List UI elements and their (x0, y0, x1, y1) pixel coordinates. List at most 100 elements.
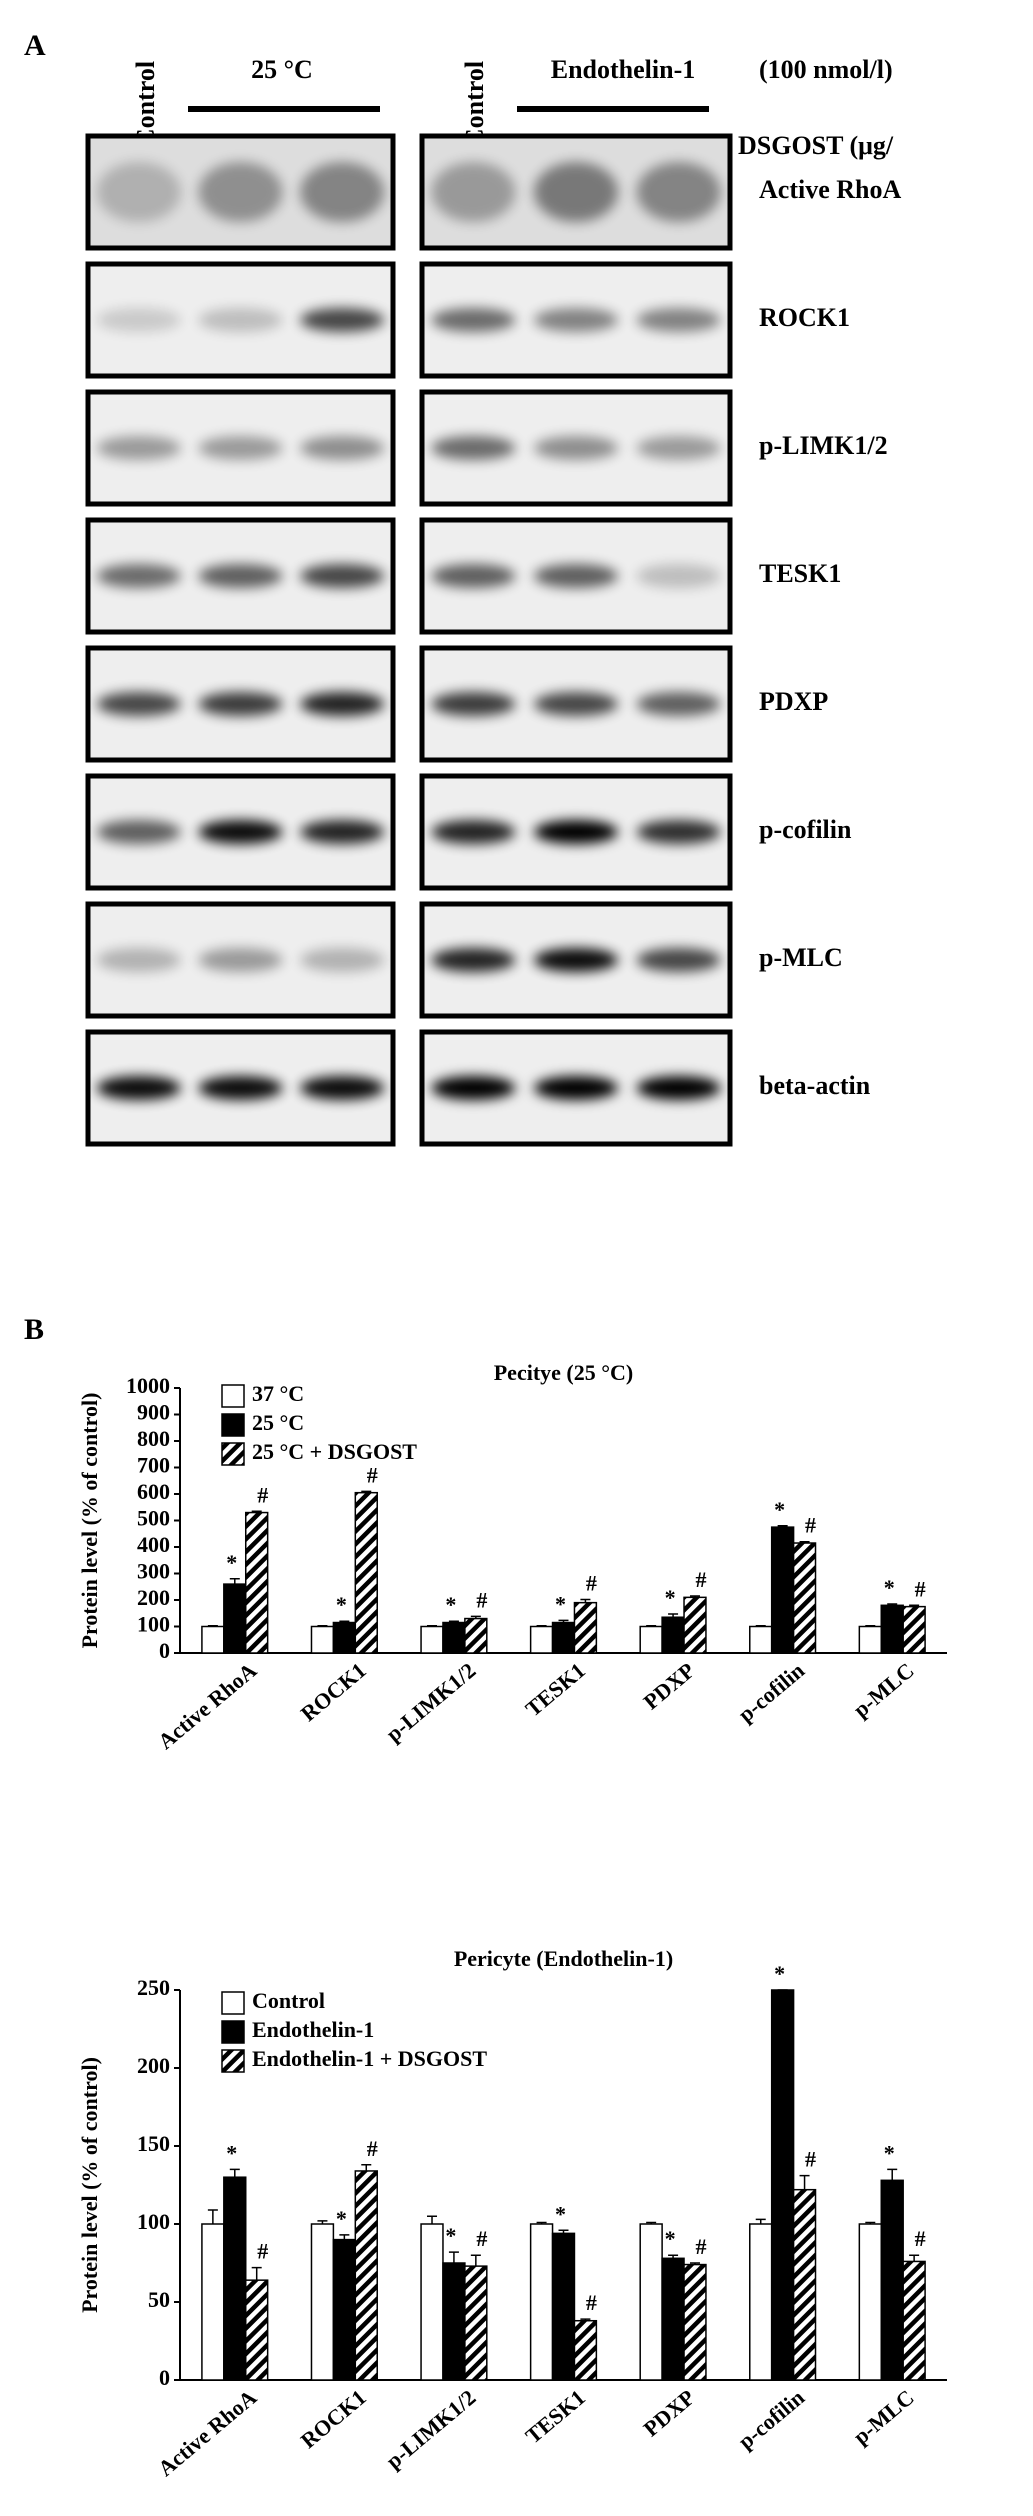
legend-label: 25 °C (252, 1410, 304, 1435)
x-tick-label: p-LIMK1/2 (381, 1658, 480, 1747)
error-bar (887, 1603, 898, 1606)
error-bar (865, 2221, 876, 2224)
blot-band (636, 1076, 721, 1100)
x-tick-label: p-cofilin (733, 1658, 809, 1727)
significance-marker: # (476, 1587, 487, 1612)
blot-band (300, 564, 385, 588)
blot-band (636, 162, 721, 222)
significance-marker: * (774, 1961, 785, 1986)
bar (749, 1625, 773, 1654)
significance-marker: * (665, 2226, 676, 2251)
significance-marker: # (805, 1513, 816, 1538)
blot-band (300, 692, 385, 716)
blot-band (300, 948, 385, 972)
y-tick-label: 1000 (126, 1373, 170, 1398)
significance-marker: # (476, 2226, 487, 2251)
y-tick-label: 600 (137, 1479, 170, 1504)
x-tick-label: p-LIMK1/2 (381, 2385, 480, 2474)
y-tick-label: 400 (137, 1532, 170, 1557)
significance-marker: # (805, 2147, 816, 2172)
error-bar (799, 2174, 810, 2190)
significance-marker: * (226, 1550, 237, 1575)
blot-band (300, 1076, 385, 1100)
row-label: beta-actin (759, 1071, 871, 1100)
error-bar (668, 2254, 679, 2259)
x-tick-label: p-MLC (848, 1658, 918, 1723)
y-tick-label: 800 (137, 1426, 170, 1451)
blot-band (534, 820, 618, 844)
significance-marker: # (915, 2226, 926, 2251)
y-tick-label: 300 (137, 1559, 170, 1584)
bar (551, 2232, 576, 2381)
error-bar (558, 2229, 569, 2234)
blot-band (636, 564, 721, 588)
blot-band (96, 820, 181, 844)
error-bar (909, 1604, 920, 1607)
error-bar (580, 2318, 591, 2321)
blot-band (198, 948, 283, 972)
blot-band (636, 948, 721, 972)
bar (464, 1617, 488, 1654)
x-tick-label: ROCK1 (296, 1658, 371, 1727)
error-bar (317, 2220, 328, 2224)
bar (661, 1616, 685, 1654)
error-bar (470, 2254, 481, 2267)
significance-marker: * (884, 2140, 895, 2165)
bar (573, 2319, 598, 2381)
bar (464, 2265, 488, 2381)
group-label: 25 °C (251, 55, 313, 84)
error-bar (251, 1510, 262, 1513)
error-bar (755, 2218, 766, 2224)
row-label: Active RhoA (759, 175, 901, 204)
legend-swatch (221, 1413, 245, 1437)
blot-band (431, 308, 516, 332)
row-label: PDXP (759, 687, 828, 716)
bar (858, 1625, 883, 1654)
significance-marker: # (695, 1567, 706, 1592)
bar (244, 2279, 269, 2381)
x-tick-label: PDXP (639, 1658, 700, 1715)
legend-label: Control (252, 1988, 325, 2013)
chart-title: Pericyte (Endothelin-1) (454, 1946, 673, 1971)
error-bar (251, 2266, 262, 2281)
significance-marker: # (586, 1571, 597, 1596)
blot-band (534, 1076, 618, 1100)
blot-band (431, 1076, 516, 1100)
significance-marker: * (336, 1592, 347, 1617)
x-tick-label: Active RhoA (153, 1657, 261, 1754)
x-tick-label: TESK1 (520, 1658, 589, 1722)
group-label: Endothelin-1 (551, 55, 696, 84)
y-axis-label: Protein level (% of control) (77, 1393, 102, 1649)
bar (792, 1542, 817, 1654)
bar (442, 1621, 466, 1654)
y-tick-label: 150 (137, 2131, 170, 2156)
blot-band (198, 162, 283, 222)
error-bar (448, 2251, 459, 2263)
bar (858, 2223, 883, 2381)
row-label: p-LIMK1/2 (759, 431, 888, 460)
bar (639, 2223, 663, 2381)
blot-band (534, 564, 618, 588)
row-label: TESK1 (759, 559, 841, 588)
error-bar (909, 2254, 920, 2262)
error-bar (229, 1578, 240, 1585)
blot-band (534, 692, 618, 716)
significance-marker: # (695, 2234, 706, 2259)
bar (749, 2223, 773, 2381)
y-tick-label: 700 (137, 1453, 170, 1478)
error-bar (470, 1615, 481, 1619)
blot-band (534, 948, 618, 972)
y-axis-label: Protein level (% of control) (77, 2057, 102, 2313)
error-bar (361, 1490, 372, 1493)
blot-band (636, 820, 721, 844)
bar (332, 1621, 357, 1654)
bar (551, 1621, 576, 1654)
error-bar (755, 1624, 766, 1627)
blot-band (636, 692, 721, 716)
error-bar (558, 1619, 569, 1623)
blot-band (96, 308, 181, 332)
error-bar (646, 2221, 657, 2224)
error-bar (361, 2163, 372, 2171)
x-tick-label: Active RhoA (153, 2384, 261, 2481)
